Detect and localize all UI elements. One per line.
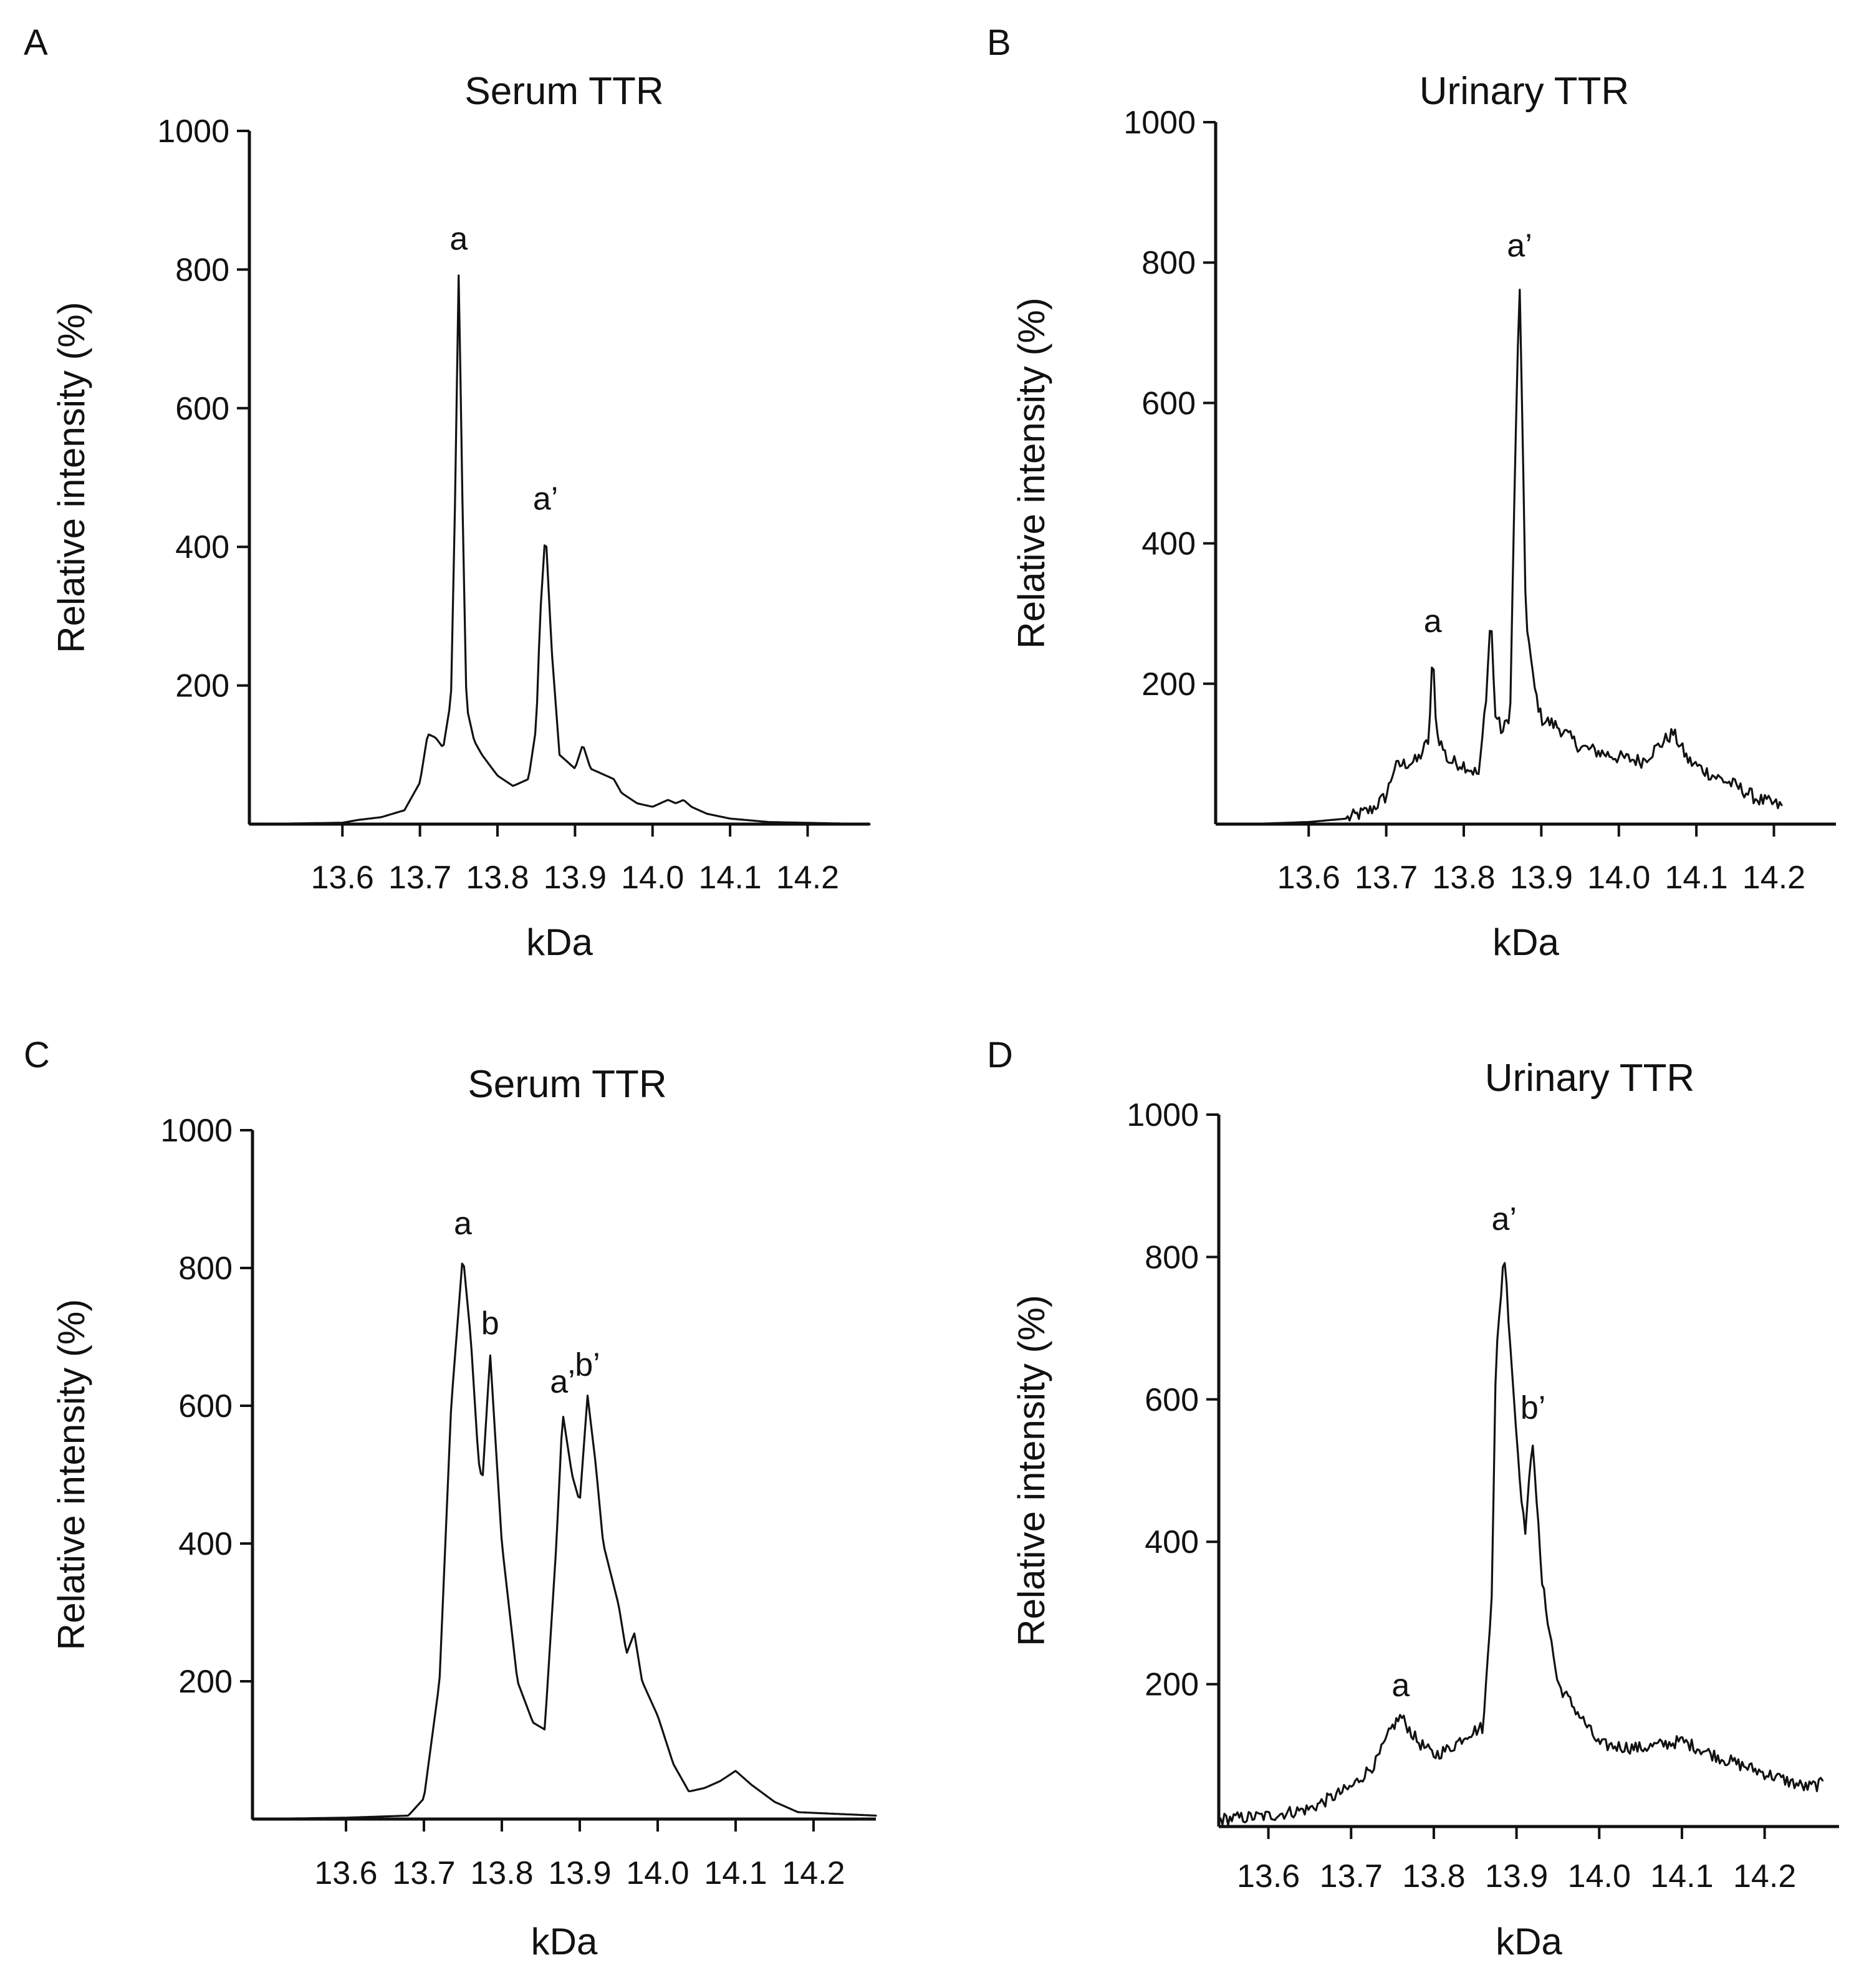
chart-title: Serum TTR (468, 1063, 666, 1106)
x-tick-label: 14.0 (1587, 860, 1650, 896)
y-tick-label: 600 (178, 1388, 233, 1424)
y-tick-label: 200 (1145, 1667, 1199, 1703)
x-tick-label: 13.8 (470, 1855, 533, 1891)
y-tick-label: 600 (1145, 1382, 1199, 1418)
x-axis-label: kDa (531, 1921, 598, 1962)
x-tick-label: 13.7 (388, 860, 451, 896)
x-tick-label: 13.7 (1320, 1858, 1383, 1894)
y-tick-label: 400 (175, 529, 229, 565)
x-tick-label: 14.2 (1742, 860, 1805, 896)
x-tick-label: 14.1 (699, 860, 762, 896)
chart-panel-b: B Urinary TTR 200 400 600 800 1000 13.6 13.7 13.8… (987, 22, 1836, 963)
y-tick-label: 1000 (1123, 105, 1196, 141)
chart-title: Urinary TTR (1420, 70, 1629, 113)
chart-panel-c: C Serum TTR 200 400 600 800 1000 13.6 13.7 13.8 13… (24, 1035, 877, 1962)
peak-label: a’ (1507, 228, 1532, 264)
y-axis-label: Relative intensity (%) (50, 1299, 92, 1651)
peak-label: a’ (1491, 1201, 1516, 1237)
panel-letter: B (987, 22, 1011, 63)
y-tick-label: 400 (1141, 526, 1196, 562)
panel-letter: A (24, 22, 48, 63)
chart-panel-a: A Serum TTR 200 400 600 800 1000 13.6 13.7 13.8 13… (24, 22, 871, 963)
y-tick-label: 600 (1141, 385, 1196, 421)
chart-title: Urinary TTR (1485, 1057, 1694, 1100)
x-tick-label: 14.1 (1665, 860, 1728, 896)
x-tick-label: 14.0 (621, 860, 684, 896)
y-tick-label: 200 (175, 668, 229, 704)
peak-label: a’ (550, 1364, 575, 1400)
x-tick-label: 13.8 (1402, 1858, 1465, 1894)
panel-letter: D (987, 1035, 1013, 1075)
x-tick-label: 13.6 (314, 1855, 377, 1891)
peak-label: b’ (575, 1347, 600, 1383)
peak-label: a (1391, 1668, 1410, 1704)
x-tick-label: 13.6 (1237, 1858, 1300, 1894)
y-axis-label: Relative intensity (%) (50, 302, 92, 653)
x-tick-label: 13.7 (392, 1855, 455, 1891)
x-tick-label: 13.8 (466, 860, 529, 896)
y-tick-label: 800 (1145, 1239, 1199, 1275)
series-line (1246, 289, 1783, 825)
x-tick-label: 13.9 (1485, 1858, 1548, 1894)
x-tick-label: 13.9 (544, 860, 607, 896)
y-tick-label: 400 (178, 1526, 233, 1562)
x-tick-label: 14.2 (1733, 1858, 1796, 1894)
x-tick-label: 13.6 (1277, 860, 1340, 896)
y-axis-label: Relative intensity (%) (1011, 297, 1052, 649)
x-tick-label: 13.8 (1432, 860, 1495, 896)
x-tick-label: 14.2 (776, 860, 839, 896)
y-tick-label: 600 (175, 391, 229, 427)
x-tick-label: 14.0 (1568, 1858, 1631, 1894)
series-line (1218, 1262, 1824, 1826)
y-tick-label: 800 (178, 1251, 233, 1287)
x-tick-label: 13.6 (311, 860, 374, 896)
chart-title: Serum TTR (464, 70, 663, 113)
chart-panel-d: D Urinary TTR 200 400 600 800 1000 13.6 13.7 13.8… (987, 1035, 1839, 1962)
y-tick-label: 800 (175, 252, 229, 288)
x-axis-label: kDa (1496, 1921, 1562, 1962)
y-tick-label: 200 (178, 1664, 233, 1700)
y-axis-label: Relative intensity (%) (1011, 1295, 1052, 1646)
peak-label: a’ (533, 481, 558, 517)
peak-label: b’ (1521, 1390, 1545, 1426)
x-tick-label: 14.1 (1650, 1858, 1713, 1894)
peak-label: b (481, 1305, 499, 1342)
series-line (248, 274, 871, 825)
x-tick-label: 13.7 (1355, 860, 1418, 896)
peak-label: a (454, 1206, 472, 1242)
peak-label: a (449, 221, 468, 257)
peak-label: a (1424, 603, 1442, 640)
x-tick-label: 13.9 (1510, 860, 1573, 896)
y-tick-label: 800 (1141, 245, 1196, 281)
y-tick-label: 1000 (1127, 1097, 1199, 1133)
y-tick-label: 400 (1145, 1524, 1199, 1560)
x-axis-label: kDa (1492, 921, 1559, 963)
x-tick-label: 14.0 (626, 1855, 689, 1891)
x-tick-label: 13.9 (548, 1855, 611, 1891)
x-axis-label: kDa (526, 921, 593, 963)
y-tick-label: 200 (1141, 666, 1196, 703)
y-tick-label: 1000 (160, 1113, 233, 1149)
panel-letter: C (24, 1035, 50, 1075)
series-line (251, 1262, 877, 1820)
x-tick-label: 14.2 (782, 1855, 845, 1891)
x-tick-label: 14.1 (704, 1855, 767, 1891)
y-tick-label: 1000 (157, 113, 229, 150)
